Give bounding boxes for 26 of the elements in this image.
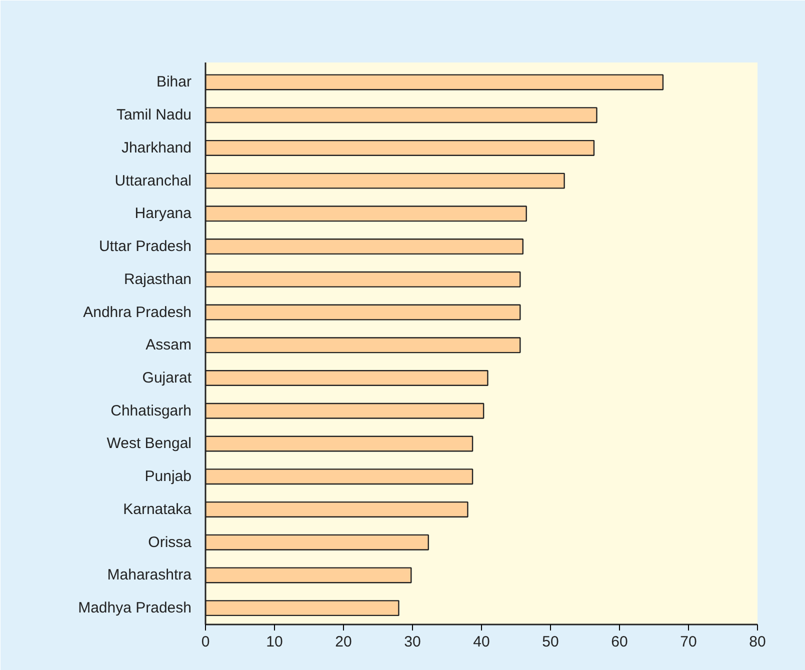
y-tick-label: Tamil Nadu — [116, 106, 192, 124]
x-tick-label: 70 — [680, 634, 697, 650]
x-tick-label: 10 — [266, 634, 283, 650]
y-tick-label: Gujarat — [142, 370, 192, 387]
y-tick-label: Karnataka — [123, 500, 192, 518]
y-tick-label: Rajasthan — [124, 270, 192, 288]
y-tick-label: Punjab — [144, 468, 192, 486]
x-tick-label: 40 — [473, 634, 490, 650]
x-tick-label: 30 — [404, 634, 421, 650]
y-tick-label: Bihar — [156, 74, 192, 91]
y-tick-label: Orissa — [148, 534, 192, 551]
x-tick-label: 0 — [201, 634, 210, 650]
y-tick-label: Uttaranchal — [114, 172, 192, 190]
y-tick-label: Jharkhand — [121, 139, 192, 156]
x-tick-label: 60 — [611, 634, 628, 650]
y-tick-label: West Bengal — [106, 435, 192, 452]
y-tick-label: Madhya Pradesh — [78, 600, 192, 617]
x-tick-label: 50 — [542, 634, 559, 650]
y-tick-label: Haryana — [134, 205, 192, 222]
y-tick-label: Maharashtra — [107, 566, 192, 584]
y-tick-label: Chhatisgarh — [110, 402, 192, 420]
y-tick-label: Uttar Pradesh — [98, 238, 192, 256]
y-tick-label: Assam — [146, 336, 192, 354]
x-tick-label: 20 — [335, 634, 352, 650]
x-tick-label: 80 — [749, 634, 766, 650]
y-tick-label: Andhra Pradesh — [83, 304, 192, 321]
